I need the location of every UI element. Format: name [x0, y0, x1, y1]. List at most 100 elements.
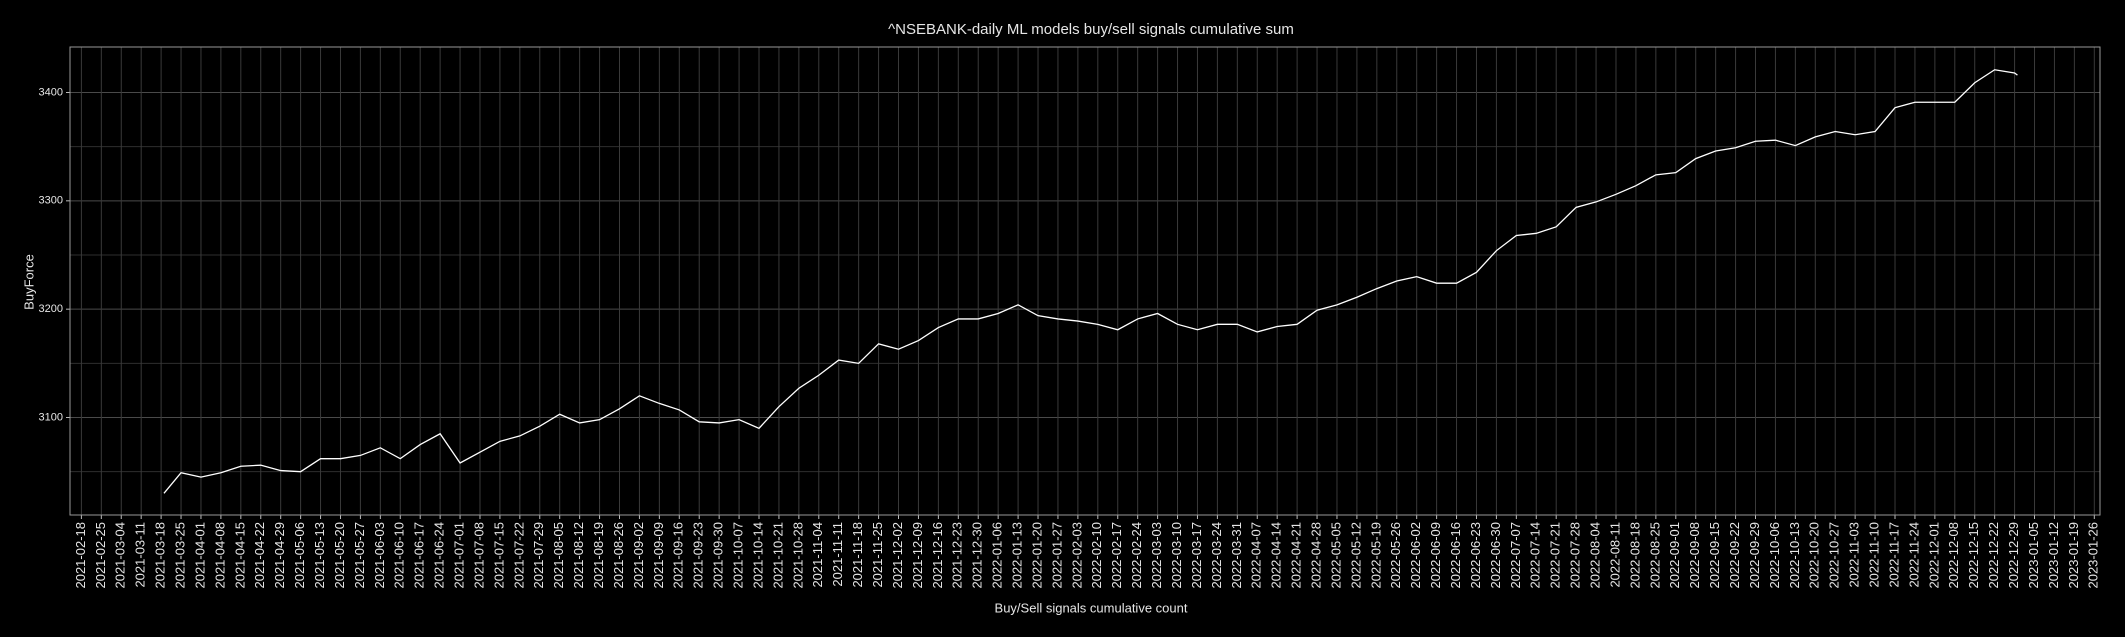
x-tick-label: 2022-06-23	[1468, 522, 1483, 589]
x-tick-label: 2022-12-29	[2006, 522, 2021, 589]
x-tick-label: 2022-10-27	[1827, 522, 1842, 589]
x-tick-label: 2022-06-02	[1408, 522, 1423, 589]
x-tick-label: 2021-09-30	[711, 522, 726, 589]
x-tick-label: 2021-04-01	[192, 522, 207, 589]
x-tick-label: 2022-08-04	[1587, 522, 1602, 589]
x-tick-label: 2022-12-08	[1946, 522, 1961, 589]
x-tick-label: 2021-02-25	[93, 522, 108, 589]
x-tick-label: 2021-08-19	[591, 522, 606, 589]
plot-frame	[69, 46, 2101, 516]
x-tick-label: 2021-07-08	[471, 522, 486, 589]
x-tick-label: 2021-12-09	[910, 522, 925, 589]
x-tick-label: 2022-06-30	[1488, 522, 1503, 589]
x-tick-label: 2022-10-06	[1767, 522, 1782, 589]
y-tick-label: 3100	[39, 411, 63, 423]
y-tick-label: 3300	[39, 195, 63, 207]
x-tick-label: 2022-03-31	[1229, 522, 1244, 589]
x-tick-label: 2021-03-04	[113, 522, 128, 589]
x-tick-label: 2022-06-16	[1448, 522, 1463, 589]
x-tick-label: 2022-04-28	[1308, 522, 1323, 589]
x-tick-label: 2022-05-05	[1328, 522, 1343, 589]
x-axis-label: Buy/Sell signals cumulative count	[995, 600, 1188, 615]
x-tick-label: 2022-04-14	[1269, 522, 1284, 589]
x-tick-label: 2021-03-18	[153, 522, 168, 589]
x-tick-label: 2021-05-06	[292, 522, 307, 589]
x-tick-label: 2022-07-28	[1568, 522, 1583, 589]
x-tick-label: 2021-07-29	[531, 522, 546, 589]
x-tick-label: 2021-09-09	[651, 522, 666, 589]
x-tick-label: 2022-03-17	[1189, 522, 1204, 589]
x-tick-label: 2021-07-01	[451, 522, 466, 589]
x-tick-label: 2021-06-10	[392, 522, 407, 589]
x-tick-label: 2021-07-15	[491, 522, 506, 589]
x-tick-label: 2021-05-13	[312, 522, 327, 589]
x-tick-label: 2022-08-11	[1607, 522, 1622, 588]
x-tick-label: 2021-11-18	[850, 522, 865, 588]
x-tick-label: 2021-06-03	[372, 522, 387, 589]
x-tick-label: 2021-11-04	[810, 522, 825, 588]
x-tick-label: 2021-03-25	[172, 522, 187, 589]
x-tick-label: 2023-01-12	[2046, 522, 2061, 589]
x-tick-label: 2022-01-13	[1010, 522, 1025, 589]
x-tick-label: 2021-10-07	[731, 522, 746, 589]
x-tick-label: 2022-12-22	[1986, 522, 2001, 589]
x-tick-label: 2021-10-28	[790, 522, 805, 589]
x-tick-label: 2022-08-18	[1627, 522, 1642, 589]
x-tick-label: 2021-04-15	[232, 522, 247, 589]
x-tick-label: 2023-01-05	[2026, 522, 2041, 589]
x-tick-label: 2022-11-03	[1847, 522, 1862, 588]
x-tick-label: 2022-07-07	[1508, 522, 1523, 589]
x-tick-label: 2022-02-03	[1069, 522, 1084, 589]
x-tick-label: 2021-12-23	[950, 522, 965, 589]
x-tick-label: 2022-05-12	[1348, 522, 1363, 589]
x-tick-label: 2021-05-20	[332, 522, 347, 589]
x-tick-label: 2021-10-21	[770, 522, 785, 589]
x-tick-label: 2022-04-07	[1249, 522, 1264, 589]
x-tick-label: 2021-09-02	[631, 522, 646, 589]
x-tick-label: 2021-05-27	[352, 522, 367, 589]
x-tick-label: 2022-12-15	[1966, 522, 1981, 589]
x-tick-label: 2022-07-14	[1528, 522, 1543, 589]
x-tick-label: 2021-04-29	[272, 522, 287, 589]
x-tick-label: 2022-08-25	[1647, 522, 1662, 589]
y-tick-label: 3200	[39, 303, 63, 315]
x-tick-label: 2021-12-02	[890, 522, 905, 589]
y-axis-label: BuyForce	[21, 254, 36, 310]
x-tick-label: 2022-06-09	[1428, 522, 1443, 589]
x-tick-label: 2021-11-11	[830, 522, 845, 587]
x-tick-label: 2022-02-17	[1109, 522, 1124, 589]
x-tick-label: 2022-11-17	[1886, 522, 1901, 588]
chart-title: ^NSEBANK-daily ML models buy/sell signal…	[888, 21, 1294, 38]
x-tick-label: 2021-07-22	[511, 522, 526, 589]
x-tick-label: 2022-11-24	[1906, 522, 1921, 588]
x-tick-label: 2021-09-23	[691, 522, 706, 589]
x-tick-label: 2021-09-16	[671, 522, 686, 589]
x-tick-label: 2021-11-25	[870, 522, 885, 588]
x-tick-label: 2021-03-11	[133, 522, 148, 588]
x-tick-label: 2022-09-22	[1727, 522, 1742, 589]
x-tick-label: 2021-02-18	[73, 522, 88, 589]
x-tick-label: 2022-07-21	[1548, 522, 1563, 589]
x-tick-label: 2021-04-08	[212, 522, 227, 589]
x-tick-label: 2022-12-01	[1926, 522, 1941, 589]
x-tick-label: 2021-08-05	[551, 522, 566, 589]
y-tick-label: 3400	[39, 86, 63, 98]
x-tick-label: 2021-06-17	[412, 522, 427, 589]
x-tick-label: 2022-03-10	[1169, 522, 1184, 589]
x-tick-label: 2022-05-26	[1388, 522, 1403, 589]
x-tick-label: 2022-09-29	[1747, 522, 1762, 589]
x-tick-label: 2022-05-19	[1368, 522, 1383, 589]
x-tick-label: 2021-04-22	[252, 522, 267, 589]
x-tick-label: 2022-01-20	[1029, 522, 1044, 589]
x-tick-label: 2022-10-20	[1807, 522, 1822, 589]
x-tick-label: 2022-09-01	[1667, 522, 1682, 589]
x-tick-label: 2022-10-13	[1787, 522, 1802, 589]
x-tick-label: 2021-10-14	[750, 522, 765, 589]
x-tick-label: 2023-01-26	[2086, 522, 2101, 589]
x-tick-label: 2022-02-10	[1089, 522, 1104, 589]
x-tick-label: 2021-12-30	[970, 522, 985, 589]
x-tick-label: 2021-12-16	[930, 522, 945, 589]
